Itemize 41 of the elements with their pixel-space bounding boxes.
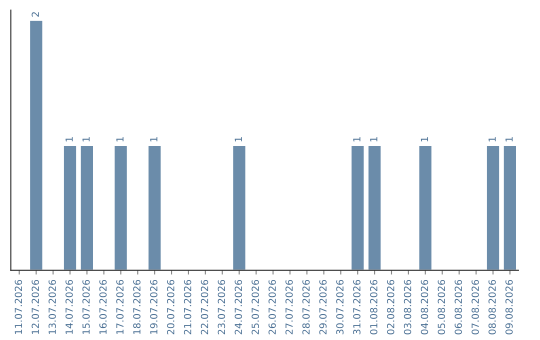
data-label: 1 [420,137,428,142]
x-tick-label: 09.08.2026 [505,280,513,334]
x-tick-label: 07.08.2026 [472,280,479,334]
x-tick-label: 12.07.2026 [32,280,39,334]
data-label: 1 [116,137,124,142]
data-label: 1 [234,137,242,142]
x-tick-label: 14.07.2026 [65,280,73,334]
data-label: 2 [32,12,39,17]
x-tick-label: 28.07.2026 [302,280,310,334]
x-tick-label: 08.08.2026 [488,280,496,334]
data-label: 1 [488,137,496,142]
x-tick-label: 02.08.2026 [386,280,394,334]
x-tick-label: 18.07.2026 [133,280,141,334]
x-tick-label: 06.08.2026 [454,280,462,334]
data-label: 1 [150,137,158,142]
x-tick-label: 16.07.2026 [99,280,107,334]
x-tick-label: 05.08.2026 [438,280,446,334]
x-tick-label: 01.08.2026 [370,280,378,334]
x-tick-label: 20.07.2026 [167,280,174,334]
x-tick-label: 24.07.2026 [234,280,242,334]
data-label: 1 [506,137,513,142]
x-tick-label: 25.07.2026 [252,280,259,334]
x-tick-label: 31.07.2026 [353,280,360,334]
x-tick-label: 26.07.2026 [268,280,276,334]
x-tick-label: 15.07.2026 [82,280,90,334]
x-tick-label: 29.07.2026 [319,280,327,334]
data-label: 1 [370,137,378,142]
x-tick-label: 03.08.2026 [404,280,412,334]
data-label: 1 [82,137,90,142]
x-tick-label: 23.07.2026 [218,280,226,334]
x-tick-label: 22.07.2026 [200,280,208,334]
x-tick-label: 27.07.2026 [285,280,293,334]
x-tick-label: 04.08.2026 [420,280,428,334]
x-tick-label: 21.07.2026 [184,280,192,334]
x-tick-label: 19.07.2026 [150,280,158,334]
x-tick-label: 11.07.2026 [14,280,22,334]
x-tick-label: 17.07.2026 [116,280,124,334]
x-tick-label: 13.07.2026 [48,280,56,334]
x-tick-label: 30.07.2026 [336,280,344,334]
data-label: 1 [353,137,360,142]
data-label: 1 [66,137,73,142]
